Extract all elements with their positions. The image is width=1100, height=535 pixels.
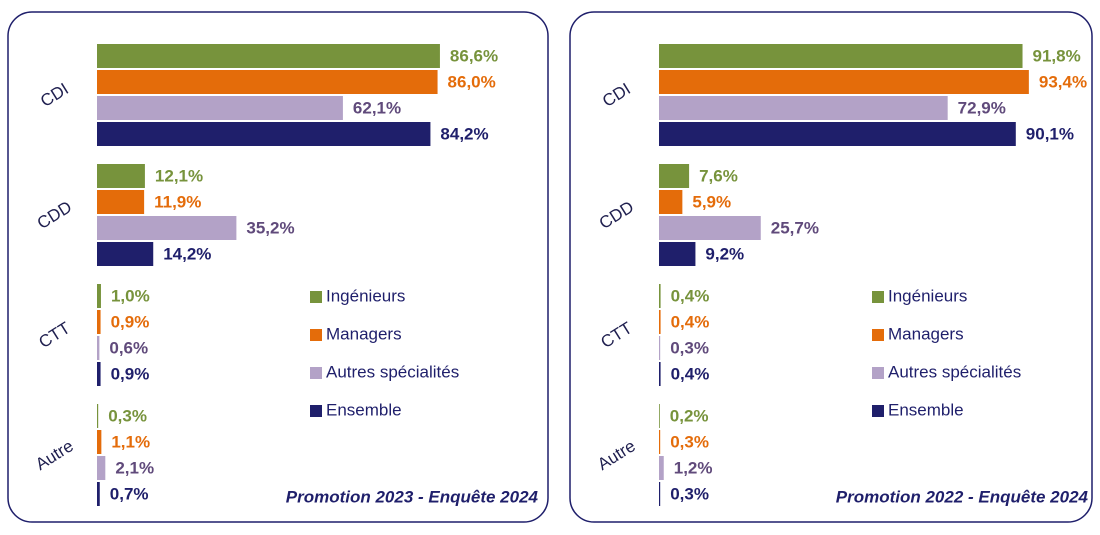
bar — [659, 404, 660, 428]
legend-swatch — [872, 291, 884, 303]
legend-swatch — [310, 367, 322, 379]
value-label: 0,4% — [671, 364, 710, 383]
annotation: Promotion 2023 - Enquête 2024 — [286, 487, 539, 506]
category-label: CTT — [35, 318, 73, 352]
category-label: CDD — [34, 197, 75, 233]
legend-label: Managers — [888, 324, 964, 343]
value-label: 0,4% — [671, 286, 710, 305]
bar — [97, 456, 106, 480]
bar — [97, 430, 102, 454]
value-label: 12,1% — [155, 166, 203, 185]
bar — [659, 70, 1029, 94]
bar — [659, 362, 661, 386]
bar — [97, 404, 99, 428]
category-label: CTT — [597, 318, 635, 352]
legend-label: Ingénieurs — [326, 286, 405, 305]
bar — [659, 122, 1016, 146]
value-label: 25,7% — [771, 218, 819, 237]
bar — [659, 456, 664, 480]
legend-label: Ensemble — [888, 400, 964, 419]
bar — [659, 96, 948, 120]
value-label: 86,6% — [450, 46, 498, 65]
category-label: Autre — [594, 436, 639, 474]
bar — [97, 242, 154, 266]
value-label: 72,9% — [958, 98, 1006, 117]
bar — [659, 430, 661, 454]
legend-swatch — [872, 405, 884, 417]
value-label: 84,2% — [440, 124, 488, 143]
bar — [659, 482, 661, 506]
value-label: 35,2% — [246, 218, 294, 237]
bar — [659, 284, 661, 308]
value-label: 93,4% — [1039, 72, 1087, 91]
bar — [659, 190, 683, 214]
value-label: 0,4% — [671, 312, 710, 331]
value-label: 9,2% — [705, 244, 744, 263]
bar — [659, 310, 661, 334]
annotation: Promotion 2022 - Enquête 2024 — [836, 487, 1089, 506]
value-label: 5,9% — [692, 192, 731, 211]
bar — [97, 482, 100, 506]
value-label: 14,2% — [163, 244, 211, 263]
bar — [97, 284, 101, 308]
bar — [659, 336, 661, 360]
value-label: 1,1% — [111, 432, 150, 451]
bar — [97, 310, 101, 334]
legend-swatch — [872, 329, 884, 341]
legend-swatch — [310, 329, 322, 341]
value-label: 0,3% — [670, 432, 709, 451]
panel-frame — [7, 11, 549, 523]
bar — [97, 336, 100, 360]
value-label: 7,6% — [699, 166, 738, 185]
bar — [659, 164, 690, 188]
legend-label: Autres spécialités — [326, 362, 459, 381]
value-label: 1,2% — [674, 458, 713, 477]
value-label: 0,3% — [108, 406, 147, 425]
bar — [97, 96, 343, 120]
value-label: 1,0% — [111, 286, 150, 305]
legend-swatch — [310, 291, 322, 303]
bar — [97, 216, 237, 240]
value-label: 0,9% — [111, 364, 150, 383]
bar — [659, 44, 1023, 68]
legend-swatch — [310, 405, 322, 417]
value-label: 91,8% — [1033, 46, 1081, 65]
value-label: 86,0% — [448, 72, 496, 91]
category-label: Autre — [32, 436, 77, 474]
value-label: 2,1% — [115, 458, 154, 477]
value-label: 0,9% — [111, 312, 150, 331]
bar — [659, 242, 696, 266]
bar — [97, 122, 431, 146]
bar — [97, 362, 101, 386]
bar — [97, 190, 145, 214]
legend-label: Managers — [326, 324, 402, 343]
bar — [659, 216, 761, 240]
value-label: 90,1% — [1026, 124, 1074, 143]
legend-swatch — [872, 367, 884, 379]
category-label: CDI — [599, 79, 634, 111]
value-label: 62,1% — [353, 98, 401, 117]
legend-label: Autres spécialités — [888, 362, 1021, 381]
legend-label: Ensemble — [326, 400, 402, 419]
bar — [97, 70, 438, 94]
value-label: 0,3% — [670, 484, 709, 503]
legend-label: Ingénieurs — [888, 286, 967, 305]
bar — [97, 44, 440, 68]
value-label: 0,6% — [109, 338, 148, 357]
value-label: 0,2% — [670, 406, 709, 425]
panel-frame — [569, 11, 1093, 523]
category-label: CDI — [37, 79, 72, 111]
value-label: 11,9% — [154, 192, 201, 211]
bar — [97, 164, 145, 188]
category-label: CDD — [596, 197, 637, 233]
value-label: 0,7% — [110, 484, 149, 503]
value-label: 0,3% — [670, 338, 709, 357]
